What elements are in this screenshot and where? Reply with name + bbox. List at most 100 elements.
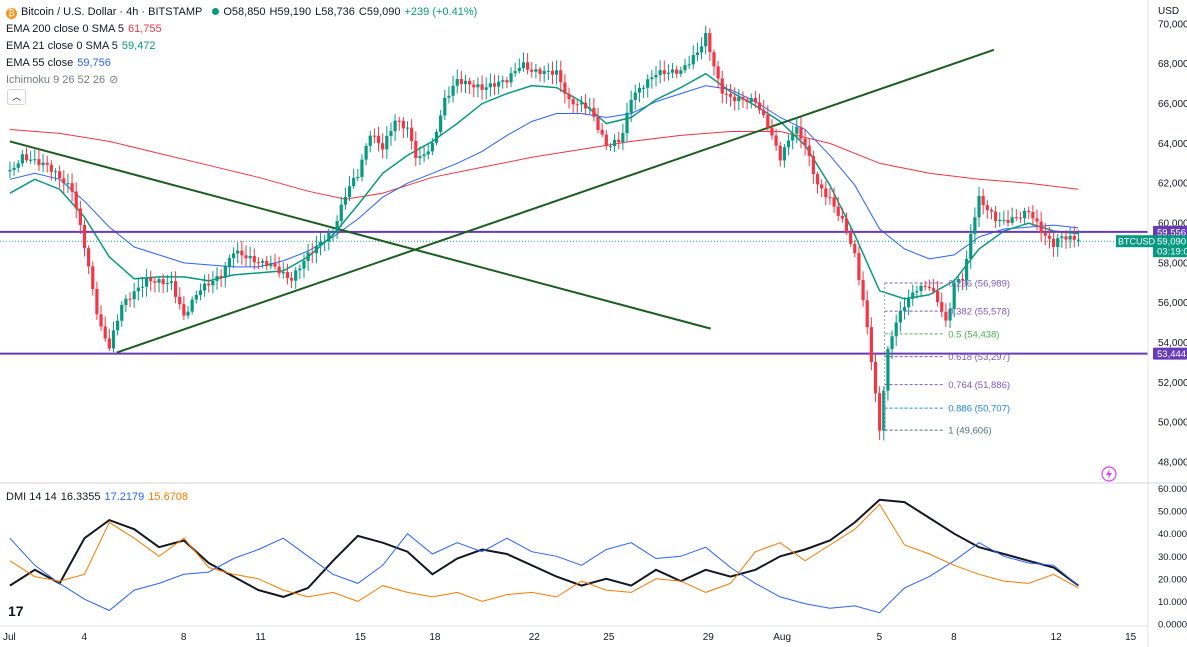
candle-body xyxy=(439,115,443,132)
fib-level-label: 0.5 (54,438) xyxy=(948,329,999,340)
candle-body xyxy=(1064,236,1068,240)
candle-body xyxy=(227,258,232,266)
candle-body xyxy=(157,279,161,283)
candle-body xyxy=(414,141,418,159)
candle-body xyxy=(285,272,290,279)
candle-body xyxy=(476,84,480,88)
candle-body xyxy=(488,83,492,88)
candle-body xyxy=(16,163,20,168)
eye-hidden-icon[interactable]: ⊘ xyxy=(109,74,119,86)
candle-body xyxy=(861,279,865,301)
candle-body xyxy=(136,287,140,292)
candle-body xyxy=(737,97,741,102)
candle-body xyxy=(956,279,960,283)
candle-body xyxy=(149,277,153,282)
candle-body xyxy=(347,186,352,198)
candle-body xyxy=(331,231,335,234)
candle-body xyxy=(757,102,762,110)
candle-body xyxy=(430,142,434,152)
candle-body xyxy=(1031,212,1035,219)
candle-body xyxy=(66,183,70,185)
time-tick-label: Jul xyxy=(3,632,16,643)
candle-body xyxy=(248,256,252,259)
fib-level-label: 0.618 (53,297) xyxy=(948,352,1010,363)
time-tick-label: 15 xyxy=(355,632,367,643)
candle-body xyxy=(621,133,625,143)
candle-body xyxy=(766,115,770,128)
candle-body xyxy=(124,298,128,305)
candle-body xyxy=(393,120,397,132)
candle-body xyxy=(376,135,381,144)
dmi-tick-label: 60.0000 xyxy=(1158,484,1187,495)
price-tick-label: 48,000 xyxy=(1158,458,1187,469)
candle-body xyxy=(948,308,952,321)
ohlc-change: +239 (+0.41%) xyxy=(404,6,478,18)
candle-body xyxy=(381,143,385,150)
candle-body xyxy=(1027,210,1031,213)
candle-body xyxy=(936,290,940,303)
candle-body xyxy=(240,250,244,256)
price-tick-label: 66,000 xyxy=(1158,99,1187,110)
candle-body xyxy=(526,62,530,70)
candle-body xyxy=(575,104,579,106)
candle-body xyxy=(960,279,965,281)
indicator-ema21[interactable]: EMA 21 close 0 SMA 5 59,472 xyxy=(6,39,160,53)
dmi-legend[interactable]: DMI 14 14 16.3355 17.2179 15.6708 xyxy=(6,490,192,504)
candle-body xyxy=(538,69,542,75)
candle-body xyxy=(993,211,998,222)
candle-body xyxy=(923,285,927,287)
candle-body xyxy=(198,290,203,296)
candle-body xyxy=(153,281,157,283)
candle-body xyxy=(807,145,811,156)
indicator-ichimoku[interactable]: Ichimoku 9 26 52 26 ⊘ xyxy=(6,73,122,87)
candle-body xyxy=(501,80,505,82)
candle-body xyxy=(1002,219,1006,221)
candle-body xyxy=(434,131,439,143)
indicator-ema55[interactable]: EMA 55 close 59,756 xyxy=(6,56,115,70)
candle-body xyxy=(294,270,298,281)
candle-body xyxy=(459,79,463,85)
candle-body xyxy=(335,220,339,232)
candle-body xyxy=(890,336,894,350)
candle-body xyxy=(405,127,410,129)
candle-body xyxy=(323,241,327,243)
fib-level-label: 0.886 (50,707) xyxy=(948,404,1010,415)
candle-body xyxy=(612,139,617,147)
candle-body xyxy=(770,127,774,136)
time-tick-label: 8 xyxy=(951,632,957,643)
dmi-tick-label: 10.0000 xyxy=(1158,597,1187,608)
candle-body xyxy=(505,80,509,83)
candle-body xyxy=(298,268,302,271)
candle-body xyxy=(969,233,973,259)
fib-level-label: 0.764 (51,886) xyxy=(948,380,1010,391)
candle-body xyxy=(20,154,24,164)
candle-body xyxy=(927,286,931,289)
candle-body xyxy=(70,183,74,192)
candle-body xyxy=(252,256,256,263)
candle-body xyxy=(463,80,468,85)
currency-label[interactable]: USD xyxy=(1158,6,1180,17)
price-tick-label: 70,000 xyxy=(1158,19,1187,30)
candle-body xyxy=(107,338,111,349)
time-tick-label: 12 xyxy=(1051,632,1063,643)
collapse-legend-button[interactable]: ︿ xyxy=(7,89,26,105)
fib-level-label: 1 (49,606) xyxy=(948,426,991,437)
candle-body xyxy=(716,66,720,79)
candle-body xyxy=(37,159,41,166)
candle-body xyxy=(911,292,915,299)
candle-body xyxy=(687,64,691,66)
candle-body xyxy=(91,266,95,289)
candle-body xyxy=(372,135,376,137)
candle-body xyxy=(699,46,704,53)
symbol-legend: ₿ Bitcoin / U.S. Dollar · 4h · BITSTAMP O5… xyxy=(6,5,481,19)
price-pane: 0.236 (56,989) 0.382 (55,578) 0.5 (54,438)… xyxy=(0,25,1148,482)
candle-body xyxy=(273,263,277,267)
time-tick-label: 18 xyxy=(429,632,441,643)
candle-body xyxy=(931,288,936,291)
candle-body xyxy=(853,243,857,254)
candle-body xyxy=(915,291,919,293)
candle-body xyxy=(550,70,555,75)
indicator-ema200[interactable]: EMA 200 close 0 SMA 5 61,755 xyxy=(6,22,166,36)
candle-body xyxy=(281,272,285,274)
